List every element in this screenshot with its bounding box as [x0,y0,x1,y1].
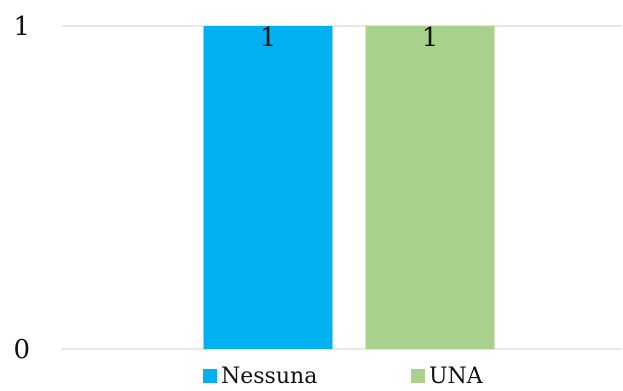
legend-label-una: UNA [429,364,484,389]
y-axis-ticks: 01 [13,12,30,365]
legend-label-nessuna: Nessuna [221,364,317,389]
gridlines [62,25,622,350]
legend-swatch-una [411,369,425,383]
y-tick-label-1: 1 [13,12,30,42]
legend: Nessuna UNA [203,364,484,389]
data-label-nessuna: 1 [260,23,277,53]
bar-una [365,26,495,349]
bar-nessuna [203,26,333,349]
legend-swatch-nessuna [203,369,217,383]
data-label-una: 1 [422,23,439,53]
y-tick-label-0: 0 [13,335,30,365]
bars [203,26,495,349]
